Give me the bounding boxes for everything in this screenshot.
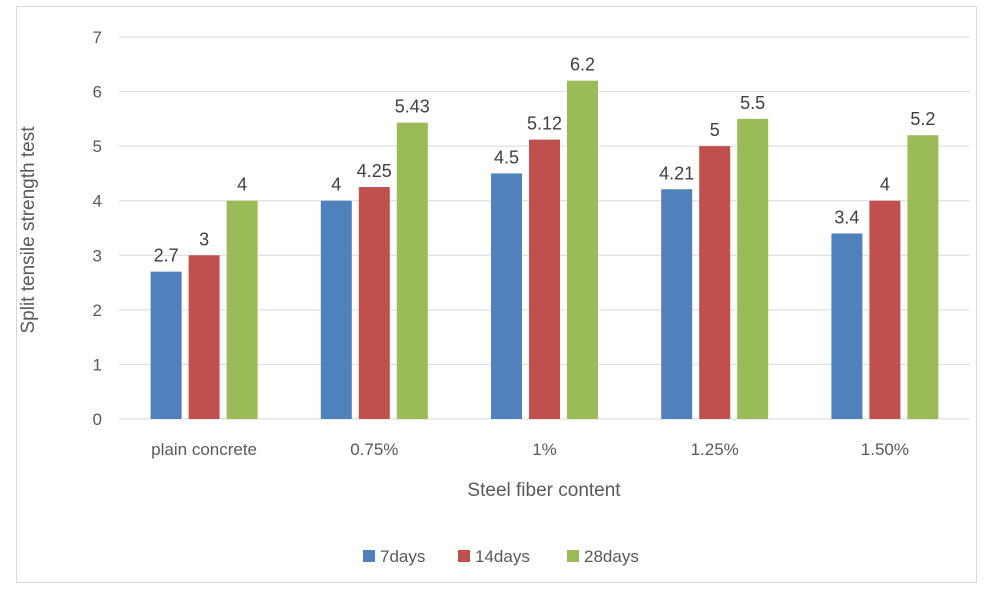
x-axis-title: Steel fiber content bbox=[467, 480, 621, 501]
data-label: 6.2 bbox=[570, 55, 595, 75]
y-tick-label: 7 bbox=[93, 28, 102, 47]
bar-7days-3 bbox=[661, 189, 693, 419]
data-label: 5.2 bbox=[910, 109, 935, 129]
legend: 7days 14days 28days bbox=[363, 547, 639, 566]
legend-label: 7days bbox=[380, 547, 425, 566]
x-tick-label: 1.25% bbox=[691, 440, 739, 459]
data-label: 4 bbox=[237, 175, 247, 195]
y-axis-title: Split tensile strength test bbox=[18, 126, 39, 334]
data-label: 4 bbox=[880, 175, 890, 195]
x-tick-label: 1.50% bbox=[861, 440, 909, 459]
data-label: 5.5 bbox=[740, 93, 765, 113]
bar-14days-3 bbox=[699, 146, 731, 419]
data-label: 2.7 bbox=[154, 246, 179, 266]
y-tick-label: 1 bbox=[93, 355, 102, 374]
bar-28days-2 bbox=[567, 80, 598, 420]
bar-28days-0 bbox=[226, 200, 258, 419]
bar-14days-2 bbox=[529, 139, 560, 419]
data-label: 4.21 bbox=[659, 163, 694, 183]
data-label: 4.5 bbox=[494, 147, 519, 167]
legend-swatch-14days bbox=[458, 550, 470, 562]
data-label: 3 bbox=[199, 229, 209, 249]
x-tick-label: 1% bbox=[532, 440, 557, 459]
data-label: 4 bbox=[331, 175, 341, 195]
x-tick-label: 0.75% bbox=[350, 440, 398, 459]
legend-swatch-7days bbox=[363, 550, 375, 562]
x-axis-ticks: plain concrete 0.75% 1% 1.25% 1.50% bbox=[151, 440, 909, 459]
bar-7days-1 bbox=[320, 200, 352, 419]
data-label: 5.12 bbox=[527, 114, 562, 134]
y-tick-label: 0 bbox=[93, 410, 102, 429]
bar-28days-3 bbox=[737, 118, 769, 419]
legend-label: 28days bbox=[584, 547, 639, 566]
y-tick-label: 4 bbox=[93, 192, 102, 211]
data-label: 5.43 bbox=[395, 97, 430, 117]
y-axis-ticks: 0 1 2 3 4 5 6 7 bbox=[93, 28, 102, 429]
legend-label: 14days bbox=[475, 547, 530, 566]
legend-swatch-28days bbox=[567, 550, 579, 562]
x-tick-label: plain concrete bbox=[151, 440, 257, 459]
y-tick-label: 3 bbox=[93, 246, 102, 265]
bar-14days-4 bbox=[869, 200, 901, 419]
bar-14days-0 bbox=[188, 255, 220, 419]
data-label: 5 bbox=[710, 120, 720, 140]
bar-7days-0 bbox=[150, 271, 182, 419]
data-label: 3.4 bbox=[834, 207, 859, 227]
bar-28days-1 bbox=[396, 122, 428, 420]
y-tick-label: 5 bbox=[93, 137, 102, 156]
bars bbox=[150, 80, 939, 420]
bar-28days-4 bbox=[907, 135, 939, 419]
data-label: 4.25 bbox=[357, 161, 392, 181]
bar-7days-2 bbox=[491, 173, 522, 419]
bar-7days-4 bbox=[831, 233, 863, 419]
data-labels: 2.7 3 4 4 4.25 5.43 4.5 5.12 6.2 4.21 5 5.5 3.4 4 5.2 bbox=[154, 55, 936, 266]
y-tick-label: 2 bbox=[93, 301, 102, 320]
y-tick-label: 6 bbox=[93, 83, 102, 102]
bar-14days-1 bbox=[358, 187, 390, 419]
